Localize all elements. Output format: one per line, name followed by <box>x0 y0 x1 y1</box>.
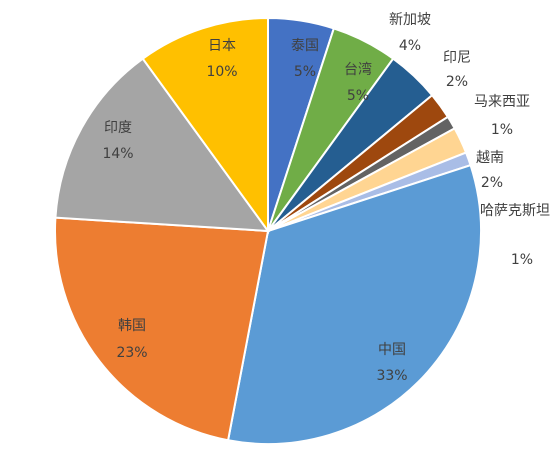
slice-label: 哈萨克斯坦 <box>480 203 550 219</box>
pie-slice <box>54 57 271 233</box>
slice-label: 新加坡 <box>389 12 431 28</box>
slice-label: 印尼 <box>443 50 471 66</box>
value-label: 5% <box>294 64 316 80</box>
value-label: 1% <box>491 122 513 138</box>
slice-label: 韩国 <box>118 318 146 334</box>
value-label: 33% <box>376 368 407 384</box>
value-label: 2% <box>446 74 468 90</box>
value-label: 4% <box>399 38 421 54</box>
pie-slice <box>226 163 482 445</box>
slice-label: 越南 <box>476 150 504 166</box>
slice-label: 台湾 <box>344 61 372 78</box>
value-label: 10% <box>206 64 237 80</box>
pie-slice <box>54 216 270 442</box>
slice-label: 印度 <box>104 120 132 136</box>
value-label: 1% <box>511 252 533 268</box>
value-label: 23% <box>116 345 147 361</box>
slice-label: 马来西亚 <box>474 94 530 110</box>
value-label: 2% <box>481 175 503 191</box>
slice-label: 中国 <box>378 342 406 358</box>
slice-label: 日本 <box>208 38 236 54</box>
slice-label: 泰国 <box>291 38 319 54</box>
value-label: 14% <box>102 146 133 162</box>
value-label: 5% <box>347 88 369 104</box>
pie-slice <box>141 16 269 235</box>
